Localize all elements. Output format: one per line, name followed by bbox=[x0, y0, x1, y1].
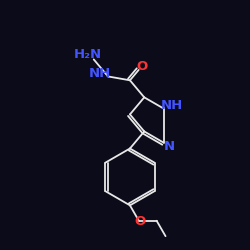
Text: NH: NH bbox=[161, 99, 183, 112]
Text: H₂N: H₂N bbox=[74, 48, 102, 62]
Text: O: O bbox=[136, 60, 147, 73]
Text: O: O bbox=[134, 215, 145, 228]
Text: NH: NH bbox=[88, 68, 110, 80]
Text: N: N bbox=[164, 140, 175, 153]
